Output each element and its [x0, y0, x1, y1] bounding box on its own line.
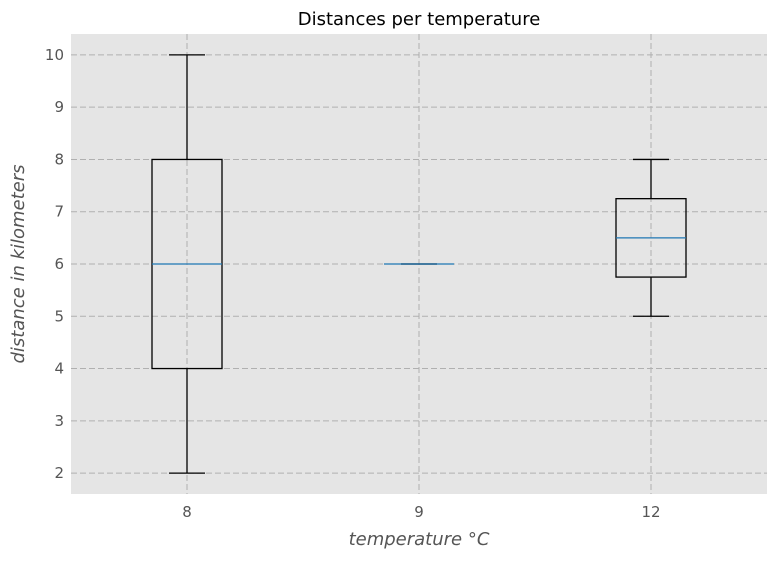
y-tick-label: 7: [54, 203, 64, 221]
y-axis-label: distance in kilometers: [8, 164, 29, 363]
y-tick-label: 5: [54, 307, 64, 325]
x-axis-label: temperature °C: [349, 529, 490, 550]
x-tick-label: 12: [641, 503, 660, 521]
chart-title: Distances per temperature: [298, 9, 541, 30]
y-tick-label: 6: [54, 255, 64, 273]
y-tick-label: 3: [54, 412, 64, 430]
box-12: [615, 158, 687, 317]
y-tick-label: 4: [54, 360, 64, 378]
x-tick-label: 8: [182, 503, 192, 521]
x-tick-label: 9: [414, 503, 424, 521]
y-tick-label: 2: [54, 464, 64, 482]
boxes: [151, 54, 687, 474]
y-axis-ticks: 2 3 4 5 6 7 8 9 10: [45, 46, 64, 482]
y-tick-label: 8: [54, 150, 64, 168]
box-8: [151, 54, 223, 474]
y-tick-label: 9: [54, 98, 64, 116]
x-axis-ticks: 8 9 12: [182, 503, 660, 521]
y-tick-label: 10: [45, 46, 64, 64]
